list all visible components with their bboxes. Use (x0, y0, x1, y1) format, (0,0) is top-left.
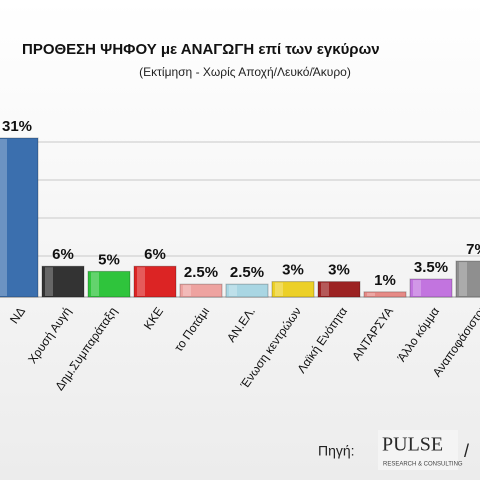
value-label: 6% (52, 246, 74, 263)
value-label: 5% (98, 251, 120, 268)
bar-highlight (45, 267, 53, 296)
logo-box (378, 430, 458, 470)
bar-highlight (275, 282, 283, 296)
source-name: PULSE (382, 434, 443, 456)
value-label: 2.5% (184, 264, 218, 281)
value-label: 6% (144, 246, 166, 263)
bar (133, 265, 177, 298)
bar-highlight (367, 292, 375, 296)
value-label: 3% (282, 262, 304, 279)
bar-highlight (183, 285, 191, 296)
bar-highlight (137, 267, 145, 296)
separator: / (464, 441, 469, 461)
bar-highlight (229, 285, 237, 296)
value-label: 7% (466, 241, 480, 258)
bar (0, 137, 39, 298)
bar-highlight (91, 272, 99, 296)
value-label: 2.5% (230, 264, 264, 281)
value-label: 3% (328, 262, 350, 279)
bar (317, 281, 361, 298)
source-label: Πηγή: (318, 443, 355, 459)
bar-highlight (459, 262, 467, 296)
bar (363, 291, 407, 298)
value-label: 1% (374, 272, 396, 289)
bar (179, 283, 223, 298)
value-label: 3.5% (414, 259, 448, 276)
chart-subtitle: (Εκτίμηση - Χωρίς Αποχή/Λευκό/Άκυρο) (139, 65, 351, 79)
bar (455, 260, 480, 298)
bar-highlight (0, 139, 7, 296)
chart-title: ΠΡΟΘΕΣΗ ΨΗΦΟΥ με ΑΝΑΓΩΓΗ επί των εγκύρων (22, 41, 380, 58)
bar (409, 278, 453, 298)
bar (41, 265, 85, 298)
bar (225, 283, 269, 298)
bar (271, 281, 315, 298)
bar (87, 270, 131, 298)
bar-highlight (413, 280, 421, 296)
bar-highlight (321, 282, 329, 296)
source-tagline: RESEARCH & CONSULTING (383, 462, 463, 468)
value-label: 31% (2, 118, 32, 135)
